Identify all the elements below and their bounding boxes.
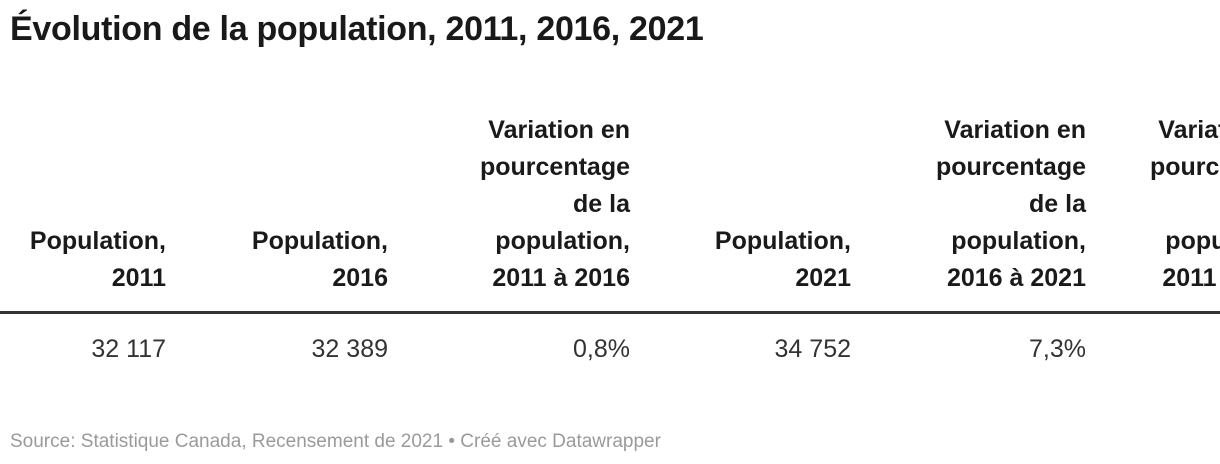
header-line: pourcentage (935, 152, 1086, 181)
header-line: Population, (29, 226, 166, 255)
column-header-population-2016: Population, 2016 (166, 50, 388, 314)
page-title: Évolution de la population, 2011, 2016, … (10, 10, 704, 48)
footer-separator: • (443, 430, 461, 452)
column-header-population-2011: Population, 2011 (0, 50, 166, 314)
data-cell-population-2016: 32 389 (311, 334, 388, 363)
data-cell-variation-2016-2021: 7,3% (1029, 334, 1086, 363)
header-row: Population, 2011 Population, 2016 Variat… (0, 50, 1220, 314)
header-line: 2011 à 2016 (492, 263, 630, 292)
header-line: Variation en (1158, 115, 1220, 144)
header-line: population, (951, 226, 1086, 255)
column-header-variation-2011-2021: Variation en pourcentage de la populatio… (1086, 50, 1220, 314)
data-cell-variation-2011-2016: 0,8% (573, 334, 630, 363)
table-row: 32 117 32 389 0,8% 34 752 7,3% (0, 312, 1220, 380)
header-line: population, (495, 226, 630, 255)
source-label: Source: (10, 430, 81, 452)
header-line: pourcentage (1149, 152, 1220, 181)
table-body: 32 117 32 389 0,8% 34 752 7,3% (0, 312, 1220, 380)
header-line: de la (1086, 186, 1220, 223)
source-text: Statistique Canada, Recensement de 2021 (80, 430, 444, 452)
header-line: population, (1165, 226, 1220, 255)
header-line: Variation en (944, 115, 1086, 144)
header-line: pourcentage (479, 152, 630, 181)
header-line: 2016 à 2021 (946, 263, 1086, 292)
table-viewport: Population, 2011 Population, 2016 Variat… (0, 50, 1220, 380)
population-table: Population, 2011 Population, 2016 Variat… (0, 50, 1220, 380)
header-line: 2021 (795, 263, 851, 292)
header-line: Variation en (488, 115, 630, 144)
column-header-variation-2011-2016: Variation en pourcentage de la populatio… (388, 50, 630, 314)
header-line: de la (1029, 189, 1086, 218)
header-line: 2016 (332, 263, 388, 292)
footer: Source: Statistique Canada, Recensement … (10, 430, 1210, 454)
header-line: de la (573, 189, 630, 218)
column-header-population-2021: Population, 2021 (630, 50, 851, 314)
data-cell-population-2011: 32 117 (91, 334, 166, 363)
header-line: Population, (251, 226, 388, 255)
header-line: 2011 à 2021 (1162, 263, 1220, 292)
table-header: Population, 2011 Population, 2016 Variat… (0, 50, 1220, 314)
datawrapper-credit-link[interactable]: Créé avec Datawrapper (460, 430, 661, 452)
data-cell-variation-2011-2021 (1086, 312, 1220, 380)
header-line: Population, (714, 226, 851, 255)
header-line: 2011 (111, 263, 166, 292)
data-cell-population-2021: 34 752 (774, 334, 851, 363)
column-header-variation-2016-2021: Variation en pourcentage de la populatio… (851, 50, 1086, 314)
